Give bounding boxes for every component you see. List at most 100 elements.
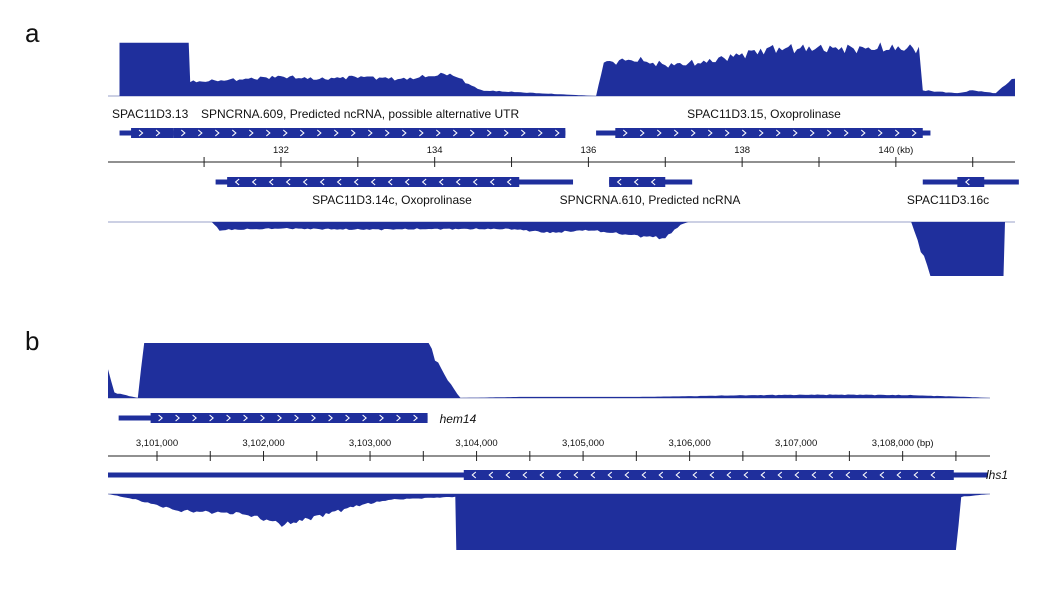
strand-chevron-icon [641,471,647,479]
strand-chevron-icon [367,129,373,137]
gene-model [609,177,693,187]
panel-b: b 3,101,000 3,102,000 3,103,000 3,104,000 3,… [25,326,1008,550]
strand-chevron-icon [860,129,866,137]
gene-exon [227,177,520,187]
gene-exon [609,177,666,187]
strand-chevron-icon [311,414,316,422]
strand-chevron-icon [503,129,509,137]
strand-chevron-icon [234,178,240,186]
strand-chevron-icon [845,471,851,479]
axis-tick-label: 3,106,000 [668,438,710,449]
strand-chevron-icon [707,129,713,137]
strand-chevron-icon [268,178,274,186]
gene-model [119,128,174,138]
strand-chevron-icon [302,178,308,186]
strand-chevron-icon [299,129,305,137]
strand-chevron-icon [673,129,679,137]
gene-model [118,413,428,423]
gene-model [173,128,566,138]
coverage-minus-strand [108,494,990,550]
strand-chevron-icon [650,178,656,186]
strand-chevron-icon [248,129,254,137]
gene-exon [957,177,985,187]
strand-chevron-icon [277,414,282,422]
strand-chevron-icon [438,178,444,186]
strand-chevron-icon [350,129,356,137]
strand-chevron-icon [401,129,407,137]
strand-chevron-icon [741,129,747,137]
strand-chevron-icon [675,471,681,479]
strand-chevron-icon [452,129,458,137]
strand-chevron-icon [539,471,545,479]
strand-chevron-icon [231,129,237,137]
gene-exon [131,128,174,138]
gene-model [922,177,1019,187]
panel-a: a 132 134 136 138 140 (kb) SPAC11D3.13 SPNCRNA… [25,18,1019,276]
coverage-minus-strand [211,222,1006,276]
strand-chevron-icon [197,129,203,137]
gene-model [215,177,574,187]
strand-chevron-icon [775,129,781,137]
strand-chevron-icon [520,129,526,137]
strand-chevron-icon [155,129,161,137]
strand-chevron-icon [226,414,231,422]
coverage-plus-strand [108,343,990,398]
strand-chevron-icon [345,414,350,422]
gene-exon [463,470,954,480]
strand-chevron-icon [639,129,645,137]
gene-model [108,470,988,480]
gene-label: lhs1 [986,468,1008,482]
axis-tick-label: 3,104,000 [455,438,497,449]
strand-chevron-icon [894,129,900,137]
strand-chevron-icon [413,414,418,422]
strand-chevron-icon [209,414,214,422]
strand-chevron-icon [418,129,424,137]
strand-chevron-icon [488,471,494,479]
axis-tick-label: 3,108,000 (bp) [872,438,934,449]
gene-label: hem14 [440,412,477,426]
axis-tick-label: 134 [427,145,443,156]
axis-tick-label: 132 [273,145,289,156]
strand-chevron-icon [862,471,868,479]
strand-chevron-icon [328,414,333,422]
gene-exon [173,128,566,138]
strand-chevron-icon [777,471,783,479]
strand-chevron-icon [251,178,257,186]
strand-chevron-icon [379,414,384,422]
strand-chevron-icon [624,471,630,479]
strand-chevron-icon [486,129,492,137]
strand-chevron-icon [896,471,902,479]
strand-chevron-icon [489,178,495,186]
strand-chevron-icon [758,129,764,137]
strand-chevron-icon [362,414,367,422]
strand-chevron-icon [333,129,339,137]
strand-chevron-icon [294,414,299,422]
gene-exon [615,128,923,138]
strand-chevron-icon [537,129,543,137]
strand-chevron-icon [743,471,749,479]
strand-chevron-icon [811,471,817,479]
strand-chevron-icon [435,129,441,137]
strand-chevron-icon [214,129,220,137]
strand-chevron-icon [573,471,579,479]
strand-chevron-icon [421,178,427,186]
strand-chevron-icon [554,129,560,137]
strand-chevron-icon [724,129,730,137]
strand-chevron-icon [692,471,698,479]
axis-tick-label: 3,101,000 [136,438,178,449]
strand-chevron-icon [472,178,478,186]
strand-chevron-icon [336,178,342,186]
axis-tick-label: 3,102,000 [242,438,284,449]
strand-chevron-icon [965,178,970,186]
strand-chevron-icon [690,129,696,137]
strand-chevron-icon [590,471,596,479]
axis-tick-label: 3,107,000 [775,438,817,449]
strand-chevron-icon [319,178,325,186]
strand-chevron-icon [792,129,798,137]
strand-chevron-icon [616,178,622,186]
strand-chevron-icon [522,471,528,479]
strand-chevron-icon [387,178,393,186]
panel-b-letter: b [25,326,39,356]
gene-model [596,128,931,138]
gene-exon [150,413,428,423]
